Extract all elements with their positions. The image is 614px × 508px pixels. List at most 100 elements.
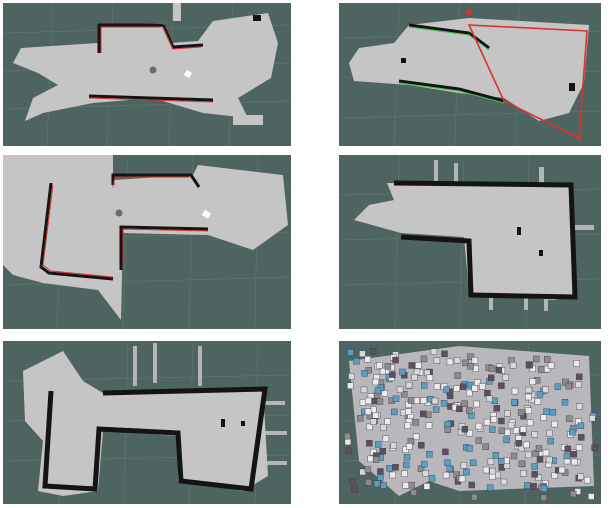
voxel (509, 362, 517, 369)
voxel (520, 470, 527, 477)
voxel (442, 471, 450, 479)
voxel (489, 467, 496, 475)
voxel (575, 444, 583, 452)
voxel (365, 478, 372, 486)
voxel (540, 485, 548, 493)
voxel (422, 470, 429, 477)
voxel (577, 473, 585, 480)
voxel (515, 440, 522, 447)
voxel (377, 468, 384, 475)
voxel (492, 451, 500, 459)
voxel (512, 427, 520, 434)
voxel (575, 381, 582, 388)
occupancy-grid-map-d (339, 155, 601, 329)
voxel (471, 493, 478, 501)
voxel (503, 436, 510, 444)
voxel (444, 420, 452, 428)
voxel (482, 443, 489, 451)
voxel (551, 472, 558, 479)
voxel (558, 466, 566, 474)
voxel (518, 460, 526, 467)
voxel (536, 391, 544, 398)
free-space-b (349, 18, 589, 121)
voxel (372, 456, 380, 463)
voxel (473, 400, 480, 408)
voxel (547, 437, 554, 445)
voxel (410, 489, 417, 496)
voxel (475, 437, 483, 444)
voxel (389, 371, 396, 378)
voxel (444, 459, 451, 467)
voxel (524, 482, 531, 489)
voxel (466, 445, 473, 452)
voxel (577, 422, 585, 430)
voxel (498, 427, 506, 434)
voxel (375, 441, 382, 448)
voxel (374, 387, 382, 394)
voxel (526, 419, 534, 427)
voxel (402, 481, 409, 489)
voxel (566, 415, 573, 423)
map-panel-f (339, 341, 601, 504)
voxel (345, 447, 353, 455)
voxel (453, 357, 461, 364)
voxel (535, 445, 543, 452)
voxel (502, 374, 510, 381)
voxel (569, 490, 577, 498)
voxel (519, 426, 527, 433)
map-panel-a (3, 3, 291, 146)
voxel (392, 395, 400, 402)
voxel (366, 440, 373, 447)
voxel (376, 398, 384, 405)
voxel (364, 408, 372, 416)
voxel (392, 356, 399, 364)
voxel (483, 418, 491, 426)
voxel (392, 464, 399, 471)
voxel (542, 386, 549, 393)
map-panel-d (339, 155, 601, 329)
voxel (547, 362, 555, 369)
voxel (542, 449, 550, 457)
voxel (459, 383, 467, 390)
voxel (431, 397, 439, 405)
voxel (380, 424, 387, 431)
voxel (495, 366, 503, 374)
voxel (465, 407, 473, 414)
voxel (482, 466, 490, 474)
voxel (382, 435, 390, 442)
voxel (407, 397, 415, 404)
voxel (471, 357, 479, 364)
voxel (525, 407, 533, 414)
free-space-e (23, 351, 268, 496)
voxel (423, 483, 431, 490)
voxel (426, 450, 433, 458)
voxel (413, 397, 421, 404)
voxel (364, 466, 372, 473)
voxel (384, 418, 391, 425)
voxel (540, 494, 548, 501)
voxel (583, 476, 591, 484)
voxel (487, 374, 495, 381)
voxel (384, 363, 392, 370)
voxel (573, 360, 581, 367)
free-space-a (13, 13, 278, 121)
voxel (404, 422, 412, 430)
voxel (420, 355, 428, 363)
voxel (348, 373, 355, 380)
voxel (408, 362, 415, 369)
voxel (551, 420, 558, 428)
voxel (470, 459, 477, 467)
voxel (475, 422, 483, 430)
voxel (418, 442, 425, 449)
voxel (487, 458, 495, 466)
voxel (460, 461, 468, 469)
map-panel-b (339, 3, 601, 146)
voxel (589, 415, 596, 422)
voxel (396, 386, 404, 393)
voxel (498, 417, 505, 425)
voxel (530, 483, 537, 490)
voxel (443, 386, 450, 393)
voxel (532, 450, 539, 457)
voxel (390, 442, 397, 449)
voxel (365, 397, 372, 405)
